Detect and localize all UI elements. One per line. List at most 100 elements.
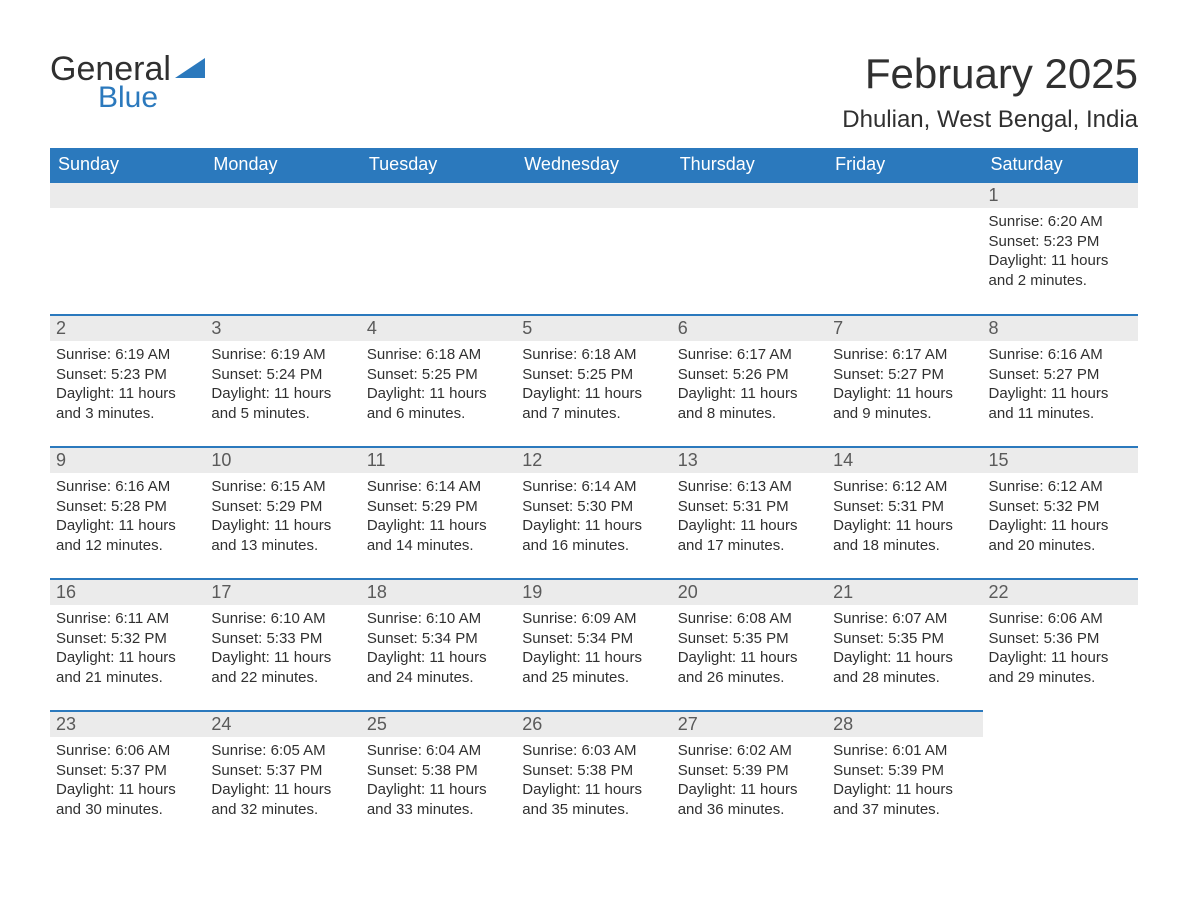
sunrise-text: Sunrise: 6:17 AM <box>678 345 821 365</box>
day-number: 2 <box>50 314 205 341</box>
calendar-day-cell: 10Sunrise: 6:15 AMSunset: 5:29 PMDayligh… <box>205 446 360 578</box>
day-header: Sunday <box>50 148 205 182</box>
day-info: Sunrise: 6:09 AMSunset: 5:34 PMDaylight:… <box>516 605 671 697</box>
brand-triangle-shape <box>175 58 205 78</box>
day-number <box>361 183 516 208</box>
sunrise-text: Sunrise: 6:18 AM <box>367 345 510 365</box>
daylight-text: Daylight: 11 hours and 3 minutes. <box>56 384 199 423</box>
sunset-text: Sunset: 5:38 PM <box>367 761 510 781</box>
calendar-day-cell: 24Sunrise: 6:05 AMSunset: 5:37 PMDayligh… <box>205 710 360 842</box>
sunrise-text: Sunrise: 6:02 AM <box>678 741 821 761</box>
sunrise-text: Sunrise: 6:17 AM <box>833 345 976 365</box>
day-info: Sunrise: 6:15 AMSunset: 5:29 PMDaylight:… <box>205 473 360 565</box>
daylight-text: Daylight: 11 hours and 5 minutes. <box>211 384 354 423</box>
calendar-week-row: 1Sunrise: 6:20 AMSunset: 5:23 PMDaylight… <box>50 182 1138 314</box>
day-info: Sunrise: 6:01 AMSunset: 5:39 PMDaylight:… <box>827 737 982 829</box>
day-info: Sunrise: 6:06 AMSunset: 5:36 PMDaylight:… <box>983 605 1138 697</box>
day-info: Sunrise: 6:05 AMSunset: 5:37 PMDaylight:… <box>205 737 360 829</box>
day-number: 9 <box>50 446 205 473</box>
calendar-day-cell: 16Sunrise: 6:11 AMSunset: 5:32 PMDayligh… <box>50 578 205 710</box>
day-number: 12 <box>516 446 671 473</box>
day-info: Sunrise: 6:11 AMSunset: 5:32 PMDaylight:… <box>50 605 205 697</box>
sunrise-text: Sunrise: 6:01 AM <box>833 741 976 761</box>
sunrise-text: Sunrise: 6:12 AM <box>989 477 1132 497</box>
calendar-day-cell: 15Sunrise: 6:12 AMSunset: 5:32 PMDayligh… <box>983 446 1138 578</box>
day-number: 15 <box>983 446 1138 473</box>
calendar-empty-cell <box>205 182 360 314</box>
calendar-day-cell: 1Sunrise: 6:20 AMSunset: 5:23 PMDaylight… <box>983 182 1138 314</box>
daylight-text: Daylight: 11 hours and 33 minutes. <box>367 780 510 819</box>
location-subtitle: Dhulian, West Bengal, India <box>842 106 1138 134</box>
sunrise-text: Sunrise: 6:19 AM <box>56 345 199 365</box>
day-info: Sunrise: 6:14 AMSunset: 5:29 PMDaylight:… <box>361 473 516 565</box>
calendar-empty-cell <box>516 182 671 314</box>
sunset-text: Sunset: 5:35 PM <box>678 629 821 649</box>
sunrise-text: Sunrise: 6:15 AM <box>211 477 354 497</box>
daylight-text: Daylight: 11 hours and 18 minutes. <box>833 516 976 555</box>
sunrise-text: Sunrise: 6:13 AM <box>678 477 821 497</box>
calendar-day-cell: 2Sunrise: 6:19 AMSunset: 5:23 PMDaylight… <box>50 314 205 446</box>
day-info: Sunrise: 6:16 AMSunset: 5:27 PMDaylight:… <box>983 341 1138 433</box>
calendar-table: SundayMondayTuesdayWednesdayThursdayFrid… <box>50 148 1138 842</box>
calendar-day-cell: 21Sunrise: 6:07 AMSunset: 5:35 PMDayligh… <box>827 578 982 710</box>
calendar-day-cell: 23Sunrise: 6:06 AMSunset: 5:37 PMDayligh… <box>50 710 205 842</box>
daylight-text: Daylight: 11 hours and 8 minutes. <box>678 384 821 423</box>
calendar-week-row: 2Sunrise: 6:19 AMSunset: 5:23 PMDaylight… <box>50 314 1138 446</box>
calendar-day-cell: 7 Sunrise: 6:17 AMSunset: 5:27 PMDaylight… <box>827 314 982 446</box>
sunrise-text: Sunrise: 6:19 AM <box>211 345 354 365</box>
sunrise-text: Sunrise: 6:12 AM <box>833 477 976 497</box>
calendar-empty-cell <box>672 182 827 314</box>
day-number: 18 <box>361 578 516 605</box>
day-info: Sunrise: 6:12 AMSunset: 5:31 PMDaylight:… <box>827 473 982 565</box>
day-number: 10 <box>205 446 360 473</box>
sunset-text: Sunset: 5:34 PM <box>522 629 665 649</box>
calendar-body: 1 Sunrise: 6:20 AMSunset: 5:23 PM Daylight… <box>50 182 1138 842</box>
sunset-text: Sunset: 5:34 PM <box>367 629 510 649</box>
sunrise-text: Sunrise: 6:14 AM <box>522 477 665 497</box>
day-number: 11 <box>361 446 516 473</box>
day-header: Tuesday <box>361 148 516 182</box>
day-number: 26 <box>516 710 671 737</box>
sunrise-text: Sunrise: 6:04 AM <box>367 741 510 761</box>
sunset-text: Sunset: 5:23 PM <box>989 232 1132 252</box>
day-number: 19 <box>516 578 671 605</box>
brand-triangle-icon <box>175 56 209 82</box>
day-number: 7 <box>827 314 982 341</box>
daylight-text: Daylight: 11 hours and 26 minutes. <box>678 648 821 687</box>
sunrise-text: Sunrise: 6:05 AM <box>211 741 354 761</box>
sunrise-text: Sunrise: 6:20 AM <box>989 212 1132 232</box>
day-info: Sunrise: 6:10 AMSunset: 5:33 PMDaylight:… <box>205 605 360 697</box>
day-number: 1 <box>983 183 1138 208</box>
title-block: February 2025 Dhulian, West Bengal, Indi… <box>842 50 1138 148</box>
daylight-text: Daylight: 11 hours and 16 minutes. <box>522 516 665 555</box>
day-number: 6 <box>672 314 827 341</box>
sunrise-text: Sunrise: 6:11 AM <box>56 609 199 629</box>
calendar-day-cell: 27Sunrise: 6:02 AMSunset: 5:39 PMDayligh… <box>672 710 827 842</box>
calendar-day-cell: 8Sunrise: 6:16 AMSunset: 5:27 PMDaylight… <box>983 314 1138 446</box>
sunset-text: Sunset: 5:31 PM <box>678 497 821 517</box>
sunset-text: Sunset: 5:37 PM <box>211 761 354 781</box>
calendar-day-cell: 17Sunrise: 6:10 AMSunset: 5:33 PMDayligh… <box>205 578 360 710</box>
sunset-text: Sunset: 5:25 PM <box>367 365 510 385</box>
brand-logo: General Blue <box>50 50 209 115</box>
calendar-day-cell: 25Sunrise: 6:04 AMSunset: 5:38 PMDayligh… <box>361 710 516 842</box>
day-number <box>50 183 205 208</box>
day-info: Sunrise: 6:04 AMSunset: 5:38 PMDaylight:… <box>361 737 516 829</box>
sunset-text: Sunset: 5:27 PM <box>833 365 976 385</box>
sunset-text: Sunset: 5:25 PM <box>522 365 665 385</box>
day-number: 14 <box>827 446 982 473</box>
day-info: Sunrise: 6:14 AMSunset: 5:30 PMDaylight:… <box>516 473 671 565</box>
day-header: Saturday <box>983 148 1138 182</box>
sunset-text: Sunset: 5:36 PM <box>989 629 1132 649</box>
calendar-week-row: 23Sunrise: 6:06 AMSunset: 5:37 PMDayligh… <box>50 710 1138 842</box>
daylight-text: Daylight: 11 hours and 9 minutes. <box>833 384 976 423</box>
day-info: Sunrise: 6:03 AMSunset: 5:38 PMDaylight:… <box>516 737 671 829</box>
day-number <box>827 183 982 208</box>
sunset-text: Sunset: 5:28 PM <box>56 497 199 517</box>
sunrise-text: Sunrise: 6:10 AM <box>211 609 354 629</box>
day-info: Sunrise: 6:02 AMSunset: 5:39 PMDaylight:… <box>672 737 827 829</box>
daylight-text: Daylight: 11 hours and 17 minutes. <box>678 516 821 555</box>
sunrise-text: Sunrise: 6:14 AM <box>367 477 510 497</box>
calendar-day-cell: 19Sunrise: 6:09 AMSunset: 5:34 PMDayligh… <box>516 578 671 710</box>
sunrise-text: Sunrise: 6:16 AM <box>56 477 199 497</box>
